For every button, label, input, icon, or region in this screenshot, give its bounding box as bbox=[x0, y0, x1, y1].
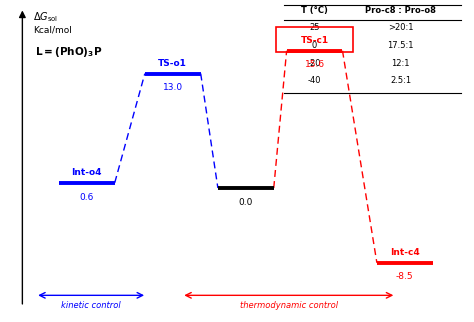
Text: $\Delta G_{\rm sol}$: $\Delta G_{\rm sol}$ bbox=[33, 10, 58, 24]
Text: thermodynamic control: thermodynamic control bbox=[240, 301, 338, 309]
Text: -40: -40 bbox=[308, 76, 321, 85]
Text: 17.5:1: 17.5:1 bbox=[387, 41, 414, 50]
Text: 0.0: 0.0 bbox=[238, 198, 253, 207]
Text: 15.6: 15.6 bbox=[304, 61, 325, 70]
Text: >20:1: >20:1 bbox=[388, 24, 413, 33]
Text: 0.6: 0.6 bbox=[80, 193, 94, 202]
Text: T (°C): T (°C) bbox=[301, 6, 328, 15]
Text: Pro-c8 : Pro-o8: Pro-c8 : Pro-o8 bbox=[365, 6, 436, 15]
Text: -8.5: -8.5 bbox=[396, 271, 414, 280]
Text: 12:1: 12:1 bbox=[391, 59, 410, 68]
Text: 25: 25 bbox=[310, 24, 320, 33]
Text: 0: 0 bbox=[312, 41, 317, 50]
Text: $\bf{L = (PhO)_3P}$: $\bf{L = (PhO)_3P}$ bbox=[35, 45, 102, 60]
Text: TS-c1: TS-c1 bbox=[301, 36, 328, 45]
Text: -20: -20 bbox=[308, 59, 321, 68]
Text: 2.5:1: 2.5:1 bbox=[390, 76, 411, 85]
Text: Kcal/mol: Kcal/mol bbox=[33, 25, 72, 34]
Text: 13.0: 13.0 bbox=[163, 83, 183, 92]
Text: TS-o1: TS-o1 bbox=[158, 59, 187, 68]
Text: Int-o4: Int-o4 bbox=[72, 168, 102, 177]
Text: Int-c4: Int-c4 bbox=[390, 248, 419, 257]
Text: kinetic control: kinetic control bbox=[61, 301, 121, 309]
